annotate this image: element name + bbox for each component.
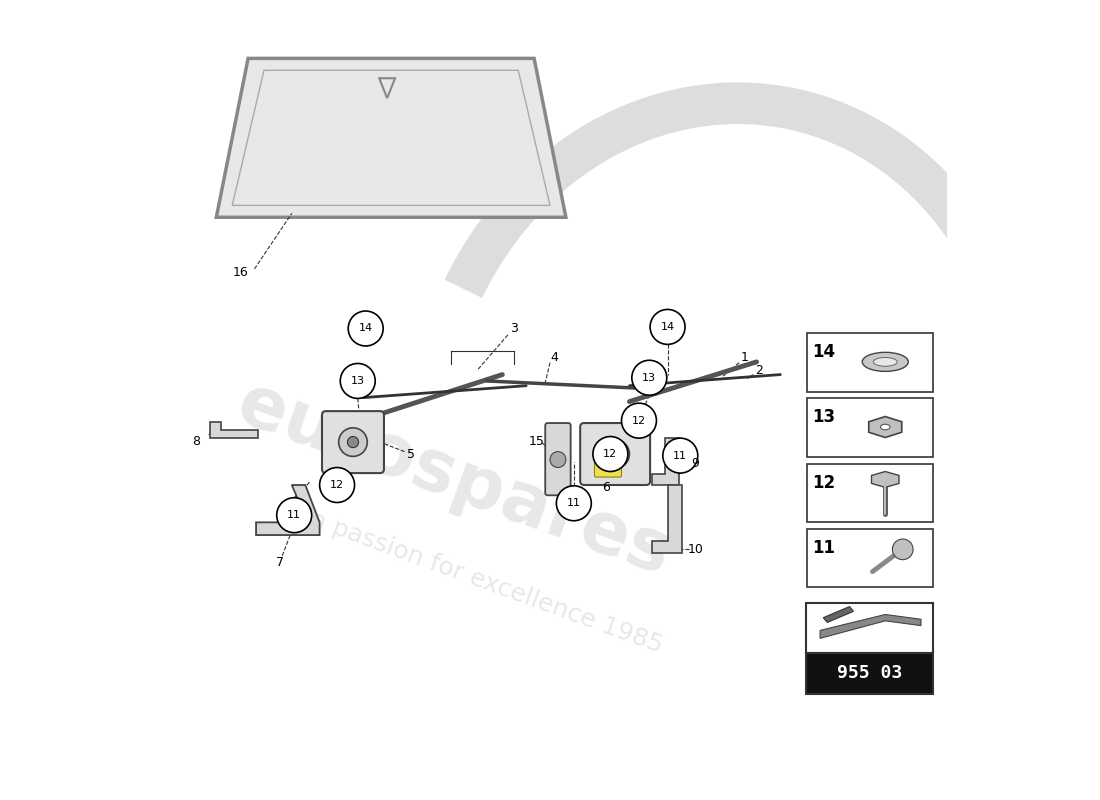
- Ellipse shape: [862, 352, 909, 371]
- Bar: [806, 653, 933, 694]
- Text: 955 03: 955 03: [837, 664, 902, 682]
- Text: 14: 14: [660, 322, 674, 332]
- Bar: [807, 529, 933, 587]
- Circle shape: [631, 360, 667, 395]
- Circle shape: [892, 539, 913, 560]
- Bar: [807, 463, 933, 522]
- Polygon shape: [217, 58, 565, 218]
- Circle shape: [340, 363, 375, 398]
- Text: 11: 11: [812, 538, 835, 557]
- Text: 11: 11: [566, 498, 581, 508]
- Circle shape: [339, 428, 367, 457]
- Polygon shape: [256, 485, 320, 535]
- Circle shape: [550, 452, 565, 467]
- Polygon shape: [379, 78, 395, 98]
- Text: a passion for excellence 1985: a passion for excellence 1985: [307, 507, 666, 658]
- Text: 10: 10: [688, 543, 703, 556]
- Circle shape: [650, 310, 685, 344]
- Polygon shape: [823, 606, 854, 622]
- Polygon shape: [821, 614, 921, 638]
- Text: 8: 8: [192, 435, 200, 448]
- Circle shape: [557, 486, 592, 521]
- Circle shape: [277, 498, 311, 533]
- Polygon shape: [651, 485, 682, 553]
- FancyBboxPatch shape: [322, 411, 384, 473]
- Ellipse shape: [880, 424, 890, 430]
- Polygon shape: [871, 471, 899, 487]
- Text: 3: 3: [510, 322, 518, 335]
- Text: 5: 5: [407, 447, 415, 461]
- Bar: [806, 603, 933, 653]
- Text: 15: 15: [529, 435, 544, 448]
- Circle shape: [609, 449, 620, 459]
- Text: 1: 1: [740, 351, 749, 364]
- Ellipse shape: [873, 358, 898, 366]
- Circle shape: [621, 403, 657, 438]
- Polygon shape: [651, 438, 679, 485]
- FancyBboxPatch shape: [546, 423, 571, 495]
- FancyBboxPatch shape: [580, 423, 650, 485]
- Polygon shape: [869, 417, 902, 438]
- Bar: [807, 398, 933, 457]
- Circle shape: [349, 311, 383, 346]
- Bar: [807, 334, 933, 392]
- Text: 9: 9: [692, 457, 700, 470]
- Text: 12: 12: [603, 449, 617, 459]
- Circle shape: [320, 467, 354, 502]
- Text: 12: 12: [631, 416, 646, 426]
- FancyBboxPatch shape: [594, 458, 621, 477]
- Text: 11: 11: [287, 510, 301, 520]
- Text: 11: 11: [673, 450, 688, 461]
- Text: 13: 13: [351, 376, 365, 386]
- Text: 12: 12: [330, 480, 344, 490]
- Text: 12: 12: [812, 474, 835, 492]
- Text: 16: 16: [232, 266, 248, 279]
- Circle shape: [663, 438, 697, 473]
- Text: eurospares: eurospares: [228, 369, 681, 590]
- Text: 4: 4: [550, 351, 558, 364]
- Text: 14: 14: [359, 323, 373, 334]
- Text: 14: 14: [812, 343, 835, 362]
- Text: 7: 7: [276, 555, 284, 569]
- Text: 2: 2: [755, 364, 763, 377]
- Polygon shape: [210, 422, 257, 438]
- Text: 13: 13: [812, 409, 835, 426]
- Text: 13: 13: [642, 373, 657, 382]
- Circle shape: [593, 437, 628, 471]
- Circle shape: [601, 440, 629, 468]
- Circle shape: [348, 437, 359, 448]
- Text: 6: 6: [602, 481, 609, 494]
